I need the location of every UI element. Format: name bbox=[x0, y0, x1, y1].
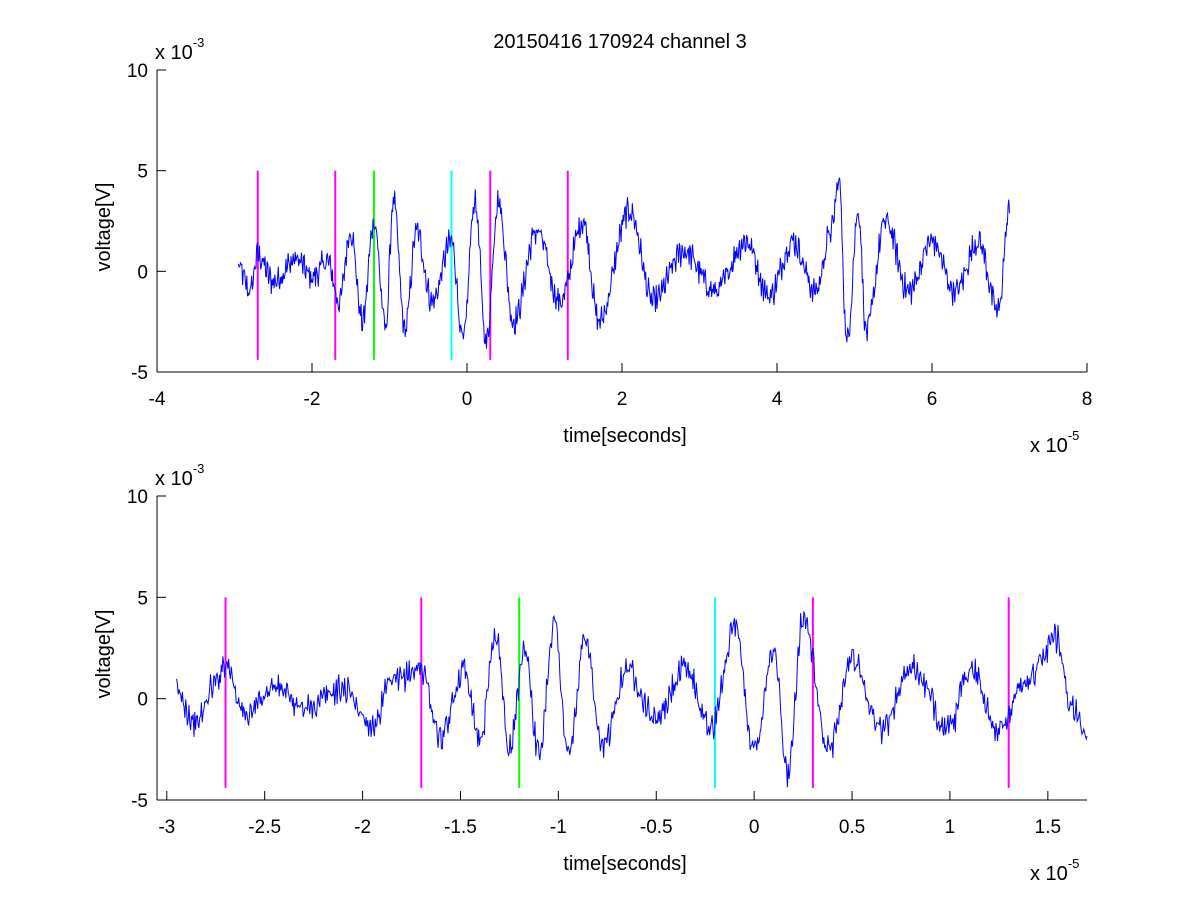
x-tick-label: 4 bbox=[772, 389, 783, 410]
axes-box-zoomed-window bbox=[156, 495, 1088, 801]
x-tick-label: -2 bbox=[304, 389, 321, 410]
y-tick-label: 0 bbox=[137, 262, 148, 283]
y-axis-label-full-window: voltage[V] bbox=[93, 183, 115, 272]
x-scale-factor-zoomed-window: x 10-5 bbox=[1030, 856, 1079, 885]
x-tick-label: 8 bbox=[1082, 389, 1093, 410]
event-markers-zoomed-window bbox=[224, 597, 1010, 788]
x-tick-label: -1 bbox=[550, 817, 567, 838]
event-markers-full-window bbox=[256, 170, 569, 360]
y-axis-label-zoomed-window: voltage[V] bbox=[93, 610, 115, 699]
x-scale-exponent-full-window: -5 bbox=[1068, 428, 1080, 443]
x-tick-label: -0.5 bbox=[640, 817, 673, 838]
x-tick-label: 0 bbox=[749, 817, 760, 838]
x-tick-label: 0.5 bbox=[839, 817, 865, 838]
figure-title: 20150416 170924 channel 3 bbox=[493, 31, 747, 53]
plot-zoomed-window: -3 -2.5 -2 -1.5 -1 -0.5 0 0.5 1 1.5 -5 0 5 10 time[s… bbox=[93, 461, 1088, 885]
voltage-trace-full-window bbox=[237, 177, 1010, 349]
x-axis-ticks-zoomed-window: -3 -2.5 -2 -1.5 -1 -0.5 0 0.5 1 1.5 bbox=[158, 791, 1061, 838]
y-tick-label: 5 bbox=[137, 588, 148, 609]
x-tick-label: -3 bbox=[158, 817, 175, 838]
y-scale-factor-zoomed-window: x 10-3 bbox=[155, 461, 204, 490]
x-tick-label: 6 bbox=[927, 389, 938, 410]
y-axis-ticks-zoomed-window: -5 0 5 10 bbox=[127, 487, 166, 812]
plot-full-window: -4 -2 0 2 4 6 8 -5 0 5 10 time[seconds] voltage[V… bbox=[93, 35, 1092, 457]
y-tick-label: 10 bbox=[127, 61, 148, 82]
y-tick-label: 0 bbox=[137, 690, 148, 711]
x-axis-label-full-window: time[seconds] bbox=[563, 425, 686, 447]
y-scale-base-zoomed-window: x 10 bbox=[155, 468, 193, 490]
voltage-trace-zoomed-window bbox=[176, 611, 1088, 788]
y-tick-label: -5 bbox=[131, 363, 148, 384]
x-tick-label: -2 bbox=[354, 817, 371, 838]
x-tick-label: -1.5 bbox=[444, 817, 477, 838]
x-tick-label: -4 bbox=[149, 389, 166, 410]
y-tick-label: 5 bbox=[137, 162, 148, 183]
y-scale-factor-full-window: x 10-3 bbox=[155, 35, 204, 64]
x-axis-ticks-full-window: -4 -2 0 2 4 6 8 bbox=[149, 363, 1093, 410]
x-tick-label: 2 bbox=[617, 389, 628, 410]
y-scale-base-full-window: x 10 bbox=[155, 42, 193, 64]
x-scale-base-zoomed-window: x 10 bbox=[1030, 863, 1068, 885]
x-tick-label: 0 bbox=[462, 389, 473, 410]
x-tick-label: -2.5 bbox=[248, 817, 281, 838]
x-tick-label: 1 bbox=[945, 817, 956, 838]
y-tick-label: 10 bbox=[127, 487, 148, 508]
y-axis-ticks-full-window: -5 0 5 10 bbox=[127, 61, 166, 384]
y-tick-label: -5 bbox=[131, 791, 148, 812]
x-scale-factor-full-window: x 10-5 bbox=[1030, 428, 1079, 457]
y-scale-exponent-zoomed-window: -3 bbox=[193, 461, 205, 476]
x-axis-label-zoomed-window: time[seconds] bbox=[563, 853, 686, 875]
y-scale-exponent-full-window: -3 bbox=[193, 35, 205, 50]
x-scale-exponent-zoomed-window: -5 bbox=[1068, 856, 1080, 871]
x-scale-base-full-window: x 10 bbox=[1030, 435, 1068, 457]
x-tick-label: 1.5 bbox=[1035, 817, 1061, 838]
